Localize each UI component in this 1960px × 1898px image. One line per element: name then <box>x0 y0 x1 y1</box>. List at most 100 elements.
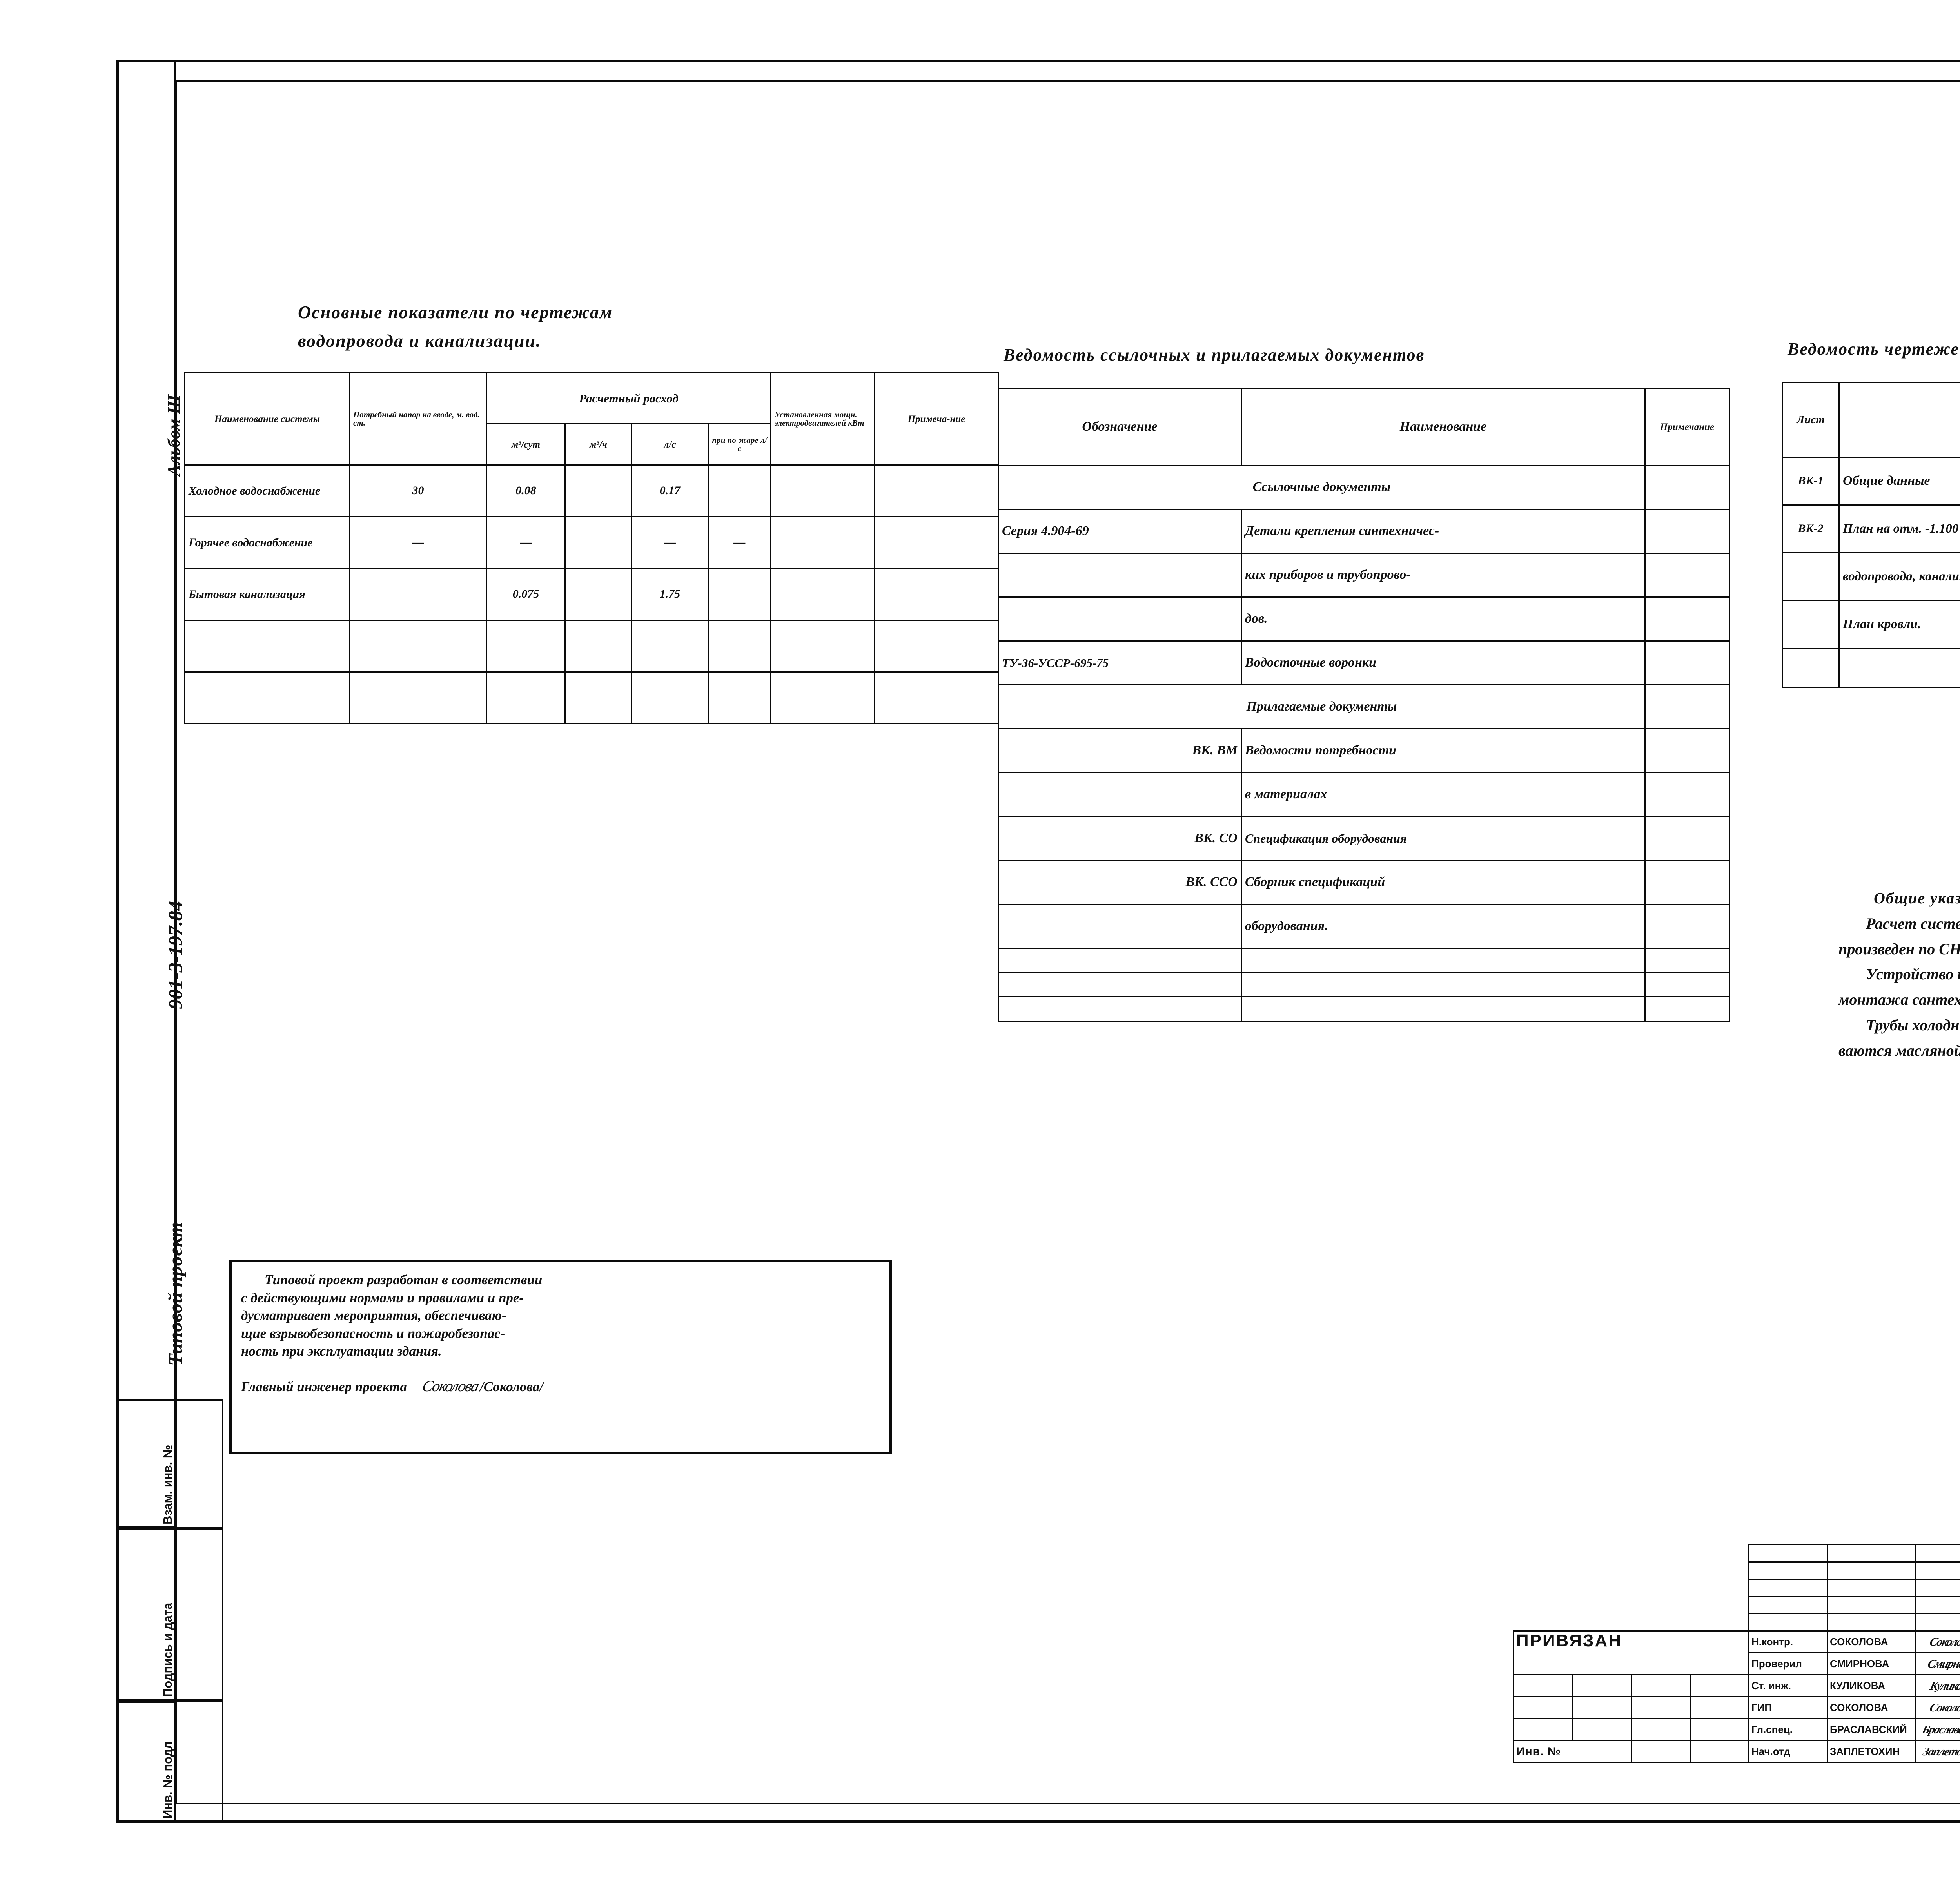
refdocs-table: Обозначение Наименование Примечание Ссыл… <box>998 388 1730 1022</box>
inv-cell[interactable] <box>1690 1696 1749 1719</box>
cell-name <box>1241 996 1646 1022</box>
inv-cell[interactable] <box>1513 1696 1573 1719</box>
cell-note <box>1644 728 1730 773</box>
table-row[interactable] <box>998 972 1730 997</box>
table-row[interactable]: Горячее водоснабжение — — — — <box>184 516 999 569</box>
revision-cell[interactable] <box>1748 1544 1828 1563</box>
role-label: Н.контр. <box>1748 1630 1828 1653</box>
revision-cell[interactable] <box>1827 1561 1916 1580</box>
cell-power <box>770 620 875 673</box>
cell-note <box>1644 684 1730 729</box>
table-row[interactable]: ВК. ВМ Ведомости потребности <box>998 728 1730 773</box>
revision-cell[interactable] <box>1748 1561 1828 1580</box>
table-row[interactable] <box>998 948 1730 973</box>
table-row[interactable]: ких приборов и трубопрово- <box>998 553 1730 598</box>
table-row[interactable]: ВК-2 План на отм. -1.100 и 0.000. Схемы … <box>1782 504 1960 553</box>
cell-designation: Серия 4.904-69 <box>998 509 1242 554</box>
cell-pressure <box>349 620 487 673</box>
cell-designation <box>998 553 1242 598</box>
podpis-data-value-box[interactable] <box>176 1528 223 1701</box>
role-label: Нач.отд <box>1748 1740 1828 1763</box>
table-row[interactable]: ВК. СО Спецификация оборудования <box>998 816 1730 861</box>
revision-cell[interactable] <box>1748 1579 1828 1597</box>
header-flow-group: Расчетный расход <box>486 372 771 424</box>
table-row[interactable]: Холодное водоснабжение 30 0.08 0.17 <box>184 464 999 517</box>
inv-cell[interactable] <box>1690 1674 1749 1697</box>
inv-cell[interactable] <box>1631 1696 1691 1719</box>
table-row[interactable]: ТУ-36-УССР-695-75 Водосточные воронки <box>998 640 1730 685</box>
inv-cell[interactable] <box>1690 1740 1749 1763</box>
cell-note <box>1644 904 1730 949</box>
refdocs-title: Ведомость ссылочных и прилагаемых докуме… <box>1004 345 1425 364</box>
cell-m3sut <box>486 671 566 724</box>
inv-cell[interactable] <box>1690 1718 1749 1741</box>
role-signature[interactable]: Смирнова <box>1915 1652 1960 1675</box>
table-row[interactable]: План кровли. <box>1782 600 1960 649</box>
role-signature[interactable]: Заплетохин <box>1915 1740 1960 1763</box>
inv-cell[interactable] <box>1513 1674 1573 1697</box>
revision-cell[interactable] <box>1915 1613 1960 1632</box>
role-signature[interactable]: Куликова <box>1915 1674 1960 1697</box>
inv-cell[interactable] <box>1631 1674 1691 1697</box>
header-flow-ls: л/с <box>631 423 709 466</box>
inv-cell[interactable] <box>1631 1718 1691 1741</box>
revision-cell[interactable] <box>1748 1613 1828 1632</box>
cell-name <box>1838 648 1960 688</box>
table-row[interactable]: дов. <box>998 596 1730 642</box>
cell-designation <box>998 948 1242 973</box>
header-flow-fire: при по-жаре л/с <box>708 423 771 466</box>
podpis-data-box: Подпись и дата <box>118 1528 176 1701</box>
revision-cell[interactable] <box>1827 1544 1916 1563</box>
vzam-inv-value-box[interactable] <box>176 1399 223 1528</box>
inv-cell[interactable] <box>1572 1718 1632 1741</box>
inv-cell[interactable] <box>1572 1674 1632 1697</box>
inv-podl-value-box[interactable] <box>176 1701 223 1822</box>
cell-system <box>184 671 350 724</box>
inv-cell[interactable] <box>1631 1740 1691 1763</box>
table-row[interactable]: Серия 4.904-69 Детали крепления сантехни… <box>998 509 1730 554</box>
revision-cell[interactable] <box>1827 1596 1916 1614</box>
cell-m3sut: 0.08 <box>486 464 566 517</box>
revision-cell[interactable] <box>1748 1596 1828 1614</box>
revision-cell[interactable] <box>1827 1579 1916 1597</box>
table-row[interactable]: ВК-1 Общие данные <box>1782 457 1960 506</box>
refdocs-section-row: Прилагаемые документы <box>998 684 1730 729</box>
general-notes-line-3: Устройство полов осуществляется после <box>1866 965 1960 983</box>
cell-name: План кровли. <box>1838 600 1960 649</box>
table-row[interactable]: в материалах <box>998 772 1730 817</box>
table-row[interactable]: ВК. ССО Сборник спецификаций <box>998 860 1730 905</box>
table-row[interactable]: оборудования. <box>998 904 1730 949</box>
general-notes-line-2: произведен по СНиП II-30-76. <box>1838 940 1960 958</box>
cell-designation <box>998 904 1242 949</box>
role-signature[interactable]: Браславский <box>1915 1718 1960 1741</box>
inv-cell[interactable] <box>1513 1718 1573 1741</box>
cell-designation <box>998 596 1242 642</box>
table-row[interactable]: Бытовая канализация 0.075 1.75 <box>184 568 999 621</box>
cell-m3h <box>564 568 632 621</box>
table-row[interactable]: водопровода, канализации и водостока. <box>1782 552 1960 601</box>
revision-cell[interactable] <box>1915 1544 1960 1563</box>
general-notes-heading: Общие указания: <box>1874 889 1960 907</box>
inv-cell[interactable] <box>1572 1696 1632 1719</box>
revision-cell[interactable] <box>1915 1561 1960 1580</box>
role-signature[interactable]: Соколова <box>1915 1630 1960 1653</box>
cell-pressure: 30 <box>349 464 487 517</box>
table-row[interactable] <box>998 996 1730 1022</box>
cell-ls: — <box>631 516 709 569</box>
refdocs-section-row: Ссылочные документы <box>998 465 1730 510</box>
drawings-table-wrap: Лист Наименование Примечание ВК-1 Общие … <box>1782 382 1960 688</box>
revision-cell[interactable] <box>1915 1596 1960 1614</box>
spacer <box>1514 1579 1749 1597</box>
cell-note <box>1644 948 1730 973</box>
table-row[interactable] <box>1782 648 1960 688</box>
cell-designation: ВК. ВМ <box>998 728 1242 773</box>
table-row[interactable] <box>184 620 999 673</box>
revision-cell[interactable] <box>1915 1579 1960 1597</box>
table-row[interactable] <box>184 671 999 724</box>
role-signature[interactable]: Соколова <box>1915 1696 1960 1719</box>
general-notes: Общие указания: Расчет систем водопровод… <box>1838 886 1960 1064</box>
cell-fire: — <box>708 516 771 569</box>
cell-name: Водосточные воронки <box>1241 640 1646 685</box>
revision-cell[interactable] <box>1827 1613 1916 1632</box>
